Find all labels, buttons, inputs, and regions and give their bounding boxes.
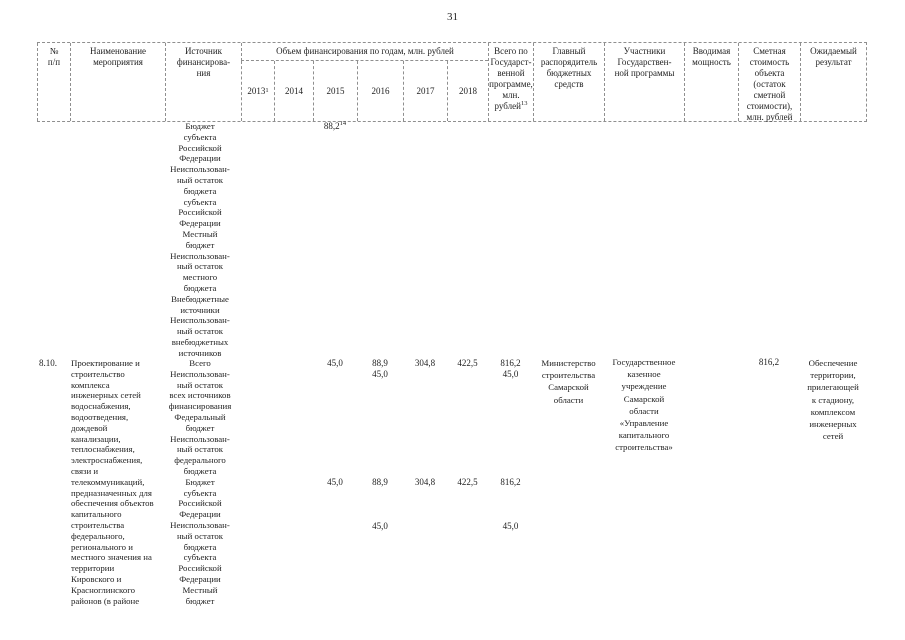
figure-region-2017: 304,8 <box>414 477 436 487</box>
header-cell-participants: Участники Государствен-ной программы <box>604 43 684 121</box>
table-header: № п/п Наименование мероприятия Источник фин… <box>37 42 867 122</box>
header-year-2018: 2018 <box>447 61 488 121</box>
row-participants: Государственное казенное учреждение Самарск… <box>612 357 676 453</box>
figure-region-program: 816,2 <box>500 477 521 487</box>
figure-unused-all-program: 45,0 <box>502 369 519 379</box>
carryover-funding-source-list: Бюджет субъекта Российской Федерации Неиспол… <box>170 121 230 358</box>
figure-unused-region-program: 45,0 <box>502 521 519 531</box>
row-estimated-cost: 816,2 <box>758 357 780 367</box>
header-year-2016: 2016 <box>357 61 403 121</box>
row-budget-manager: Министерство строительства Самарской област… <box>541 358 596 405</box>
row-activity-name: Проектирование и строительство комплекса ин… <box>71 358 154 606</box>
header-cell-budget-manager: Главный распорядитель бюджетных средств <box>533 43 604 121</box>
figure-total-2017: 304,8 <box>414 358 436 368</box>
header-cell-number: № п/п <box>37 43 70 121</box>
figure-region-2018: 422,5 <box>457 477 478 487</box>
carryover-amount-2015: 88,214 <box>323 120 347 131</box>
header-year-2015: 2015 <box>313 61 357 121</box>
header-cell-program-total: Всего по Государст-венной программе, млн. ру… <box>488 43 533 121</box>
figure-region-2016: 88,9 <box>372 477 388 487</box>
row-funding-source-list: Всего Неиспользован-ный остаток всех источ… <box>168 358 232 606</box>
figure-total-program: 816,2 <box>500 358 521 368</box>
header-cell-activity-name: Наименование мероприятия <box>70 43 165 121</box>
row-number: 8.10. <box>39 358 57 368</box>
header-year-2017: 2017 <box>403 61 447 121</box>
header-cell-estimated-cost: Сметная стоимость объекта (остаток сметной ст… <box>738 43 800 122</box>
header-year-2014: 2014 <box>274 61 313 121</box>
row-expected-result: Обеспечение территории, прилегающей к стади… <box>807 358 859 442</box>
page-number: 31 <box>447 11 458 23</box>
figure-unused-region-2016: 45,0 <box>372 521 388 531</box>
header-cell-expected-result: Ожидаемый результат <box>800 43 866 121</box>
figure-unused-all-2016: 45,0 <box>372 369 388 379</box>
header-cell-capacity: Вводимая мощность <box>684 43 738 121</box>
figure-total-2018: 422,5 <box>457 358 478 368</box>
header-year-2013: 2013 1 <box>241 61 274 121</box>
header-group-funding-by-year: Объем финансирования по годам, млн. рубл… <box>241 43 488 61</box>
figure-region-2015: 45,0 <box>327 477 343 487</box>
figure-total-2015: 45,0 <box>327 358 343 368</box>
figure-total-2016: 88,9 <box>372 358 388 368</box>
header-cell-funding-source: Источник финансирова-ния <box>165 43 241 121</box>
